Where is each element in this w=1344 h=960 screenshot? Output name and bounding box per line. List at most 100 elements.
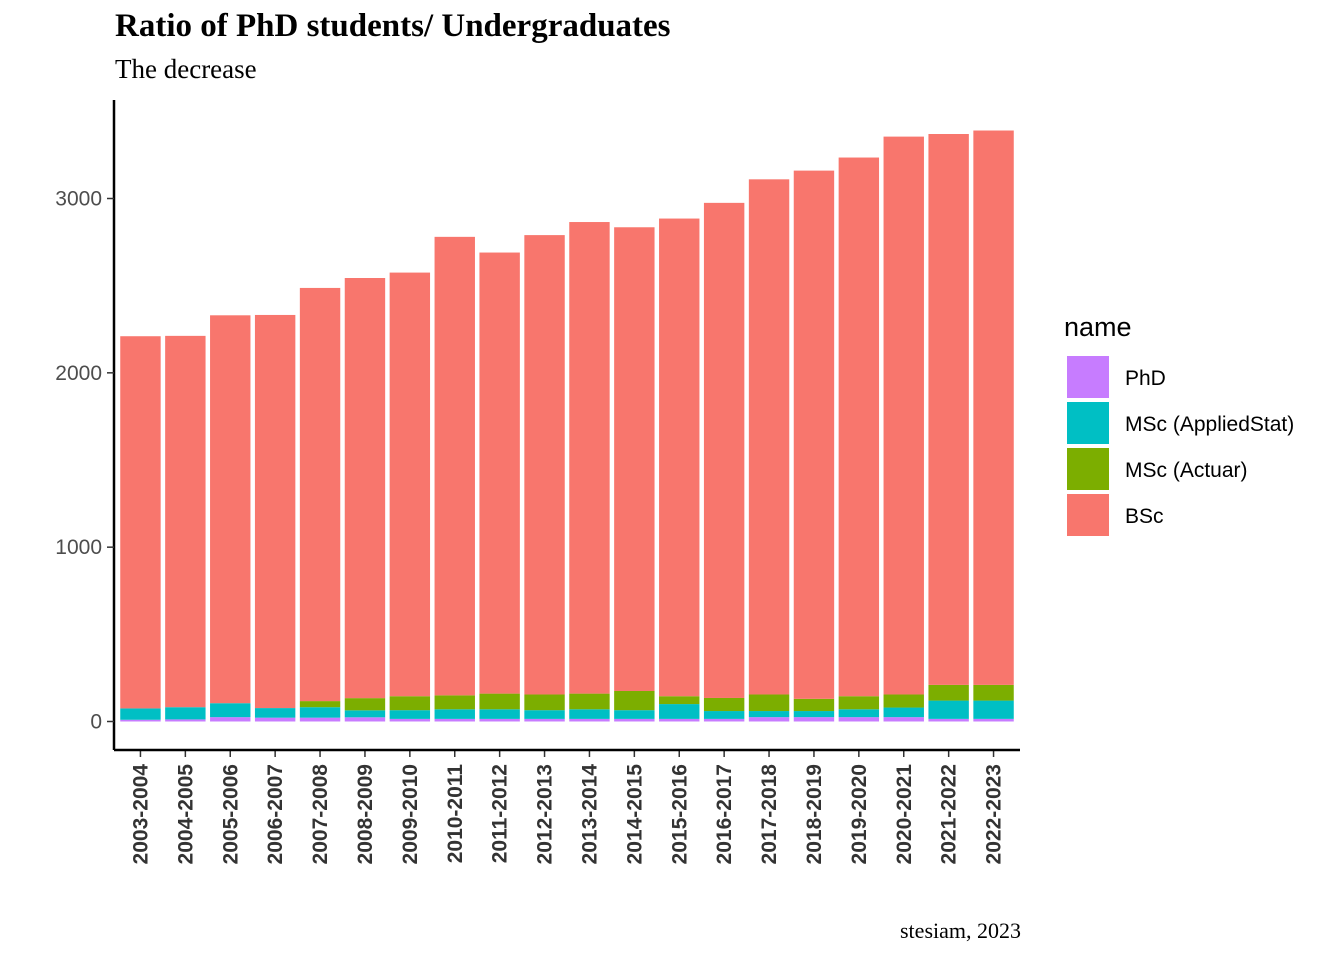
bar-msc-appliedstat-2021-2022 <box>928 700 969 719</box>
chart-subtitle: The decrease <box>115 54 257 84</box>
bar-msc-appliedstat-2004-2005 <box>165 707 206 720</box>
bar-bsc-2022-2023 <box>973 130 1014 685</box>
bar-msc-appliedstat-2017-2018 <box>748 711 790 718</box>
bar-phd-2017-2018 <box>748 717 790 722</box>
x-tick-label: 2021-2022 <box>938 764 961 864</box>
legend-label: MSc (AppliedStat) <box>1125 413 1294 436</box>
legend-label: BSc <box>1125 505 1164 528</box>
x-tick-label: 2007-2008 <box>309 764 332 865</box>
bar-bsc-2006-2007 <box>254 314 296 709</box>
x-tick-label: 2013-2014 <box>578 764 601 865</box>
x-tick-label: 2003-2004 <box>129 764 152 865</box>
bar-bsc-2012-2013 <box>524 235 565 695</box>
bar-phd-2018-2019 <box>793 717 835 722</box>
legend-swatch-msc-actuar <box>1067 448 1109 490</box>
bar-msc-actuar-2012-2013 <box>524 694 565 711</box>
bar-msc-appliedstat-2011-2012 <box>479 709 520 719</box>
bar-msc-actuar-2019-2020 <box>838 696 880 710</box>
bar-msc-appliedstat-2015-2016 <box>659 704 700 719</box>
bar-phd-2008-2009 <box>344 717 386 722</box>
bar-phd-2022-2023 <box>973 718 1014 722</box>
bar-msc-actuar-2017-2018 <box>748 694 790 712</box>
bar-phd-2004-2005 <box>165 719 206 722</box>
bar-msc-actuar-2015-2016 <box>659 696 700 705</box>
bar-bsc-2010-2011 <box>434 236 475 696</box>
y-tick-label: 0 <box>90 711 102 734</box>
bar-msc-actuar-2009-2010 <box>389 696 431 711</box>
bar-msc-actuar-2021-2022 <box>928 684 969 701</box>
bar-phd-2020-2021 <box>883 717 924 722</box>
legend-label: PhD <box>1125 367 1166 390</box>
bar-msc-appliedstat-2013-2014 <box>569 709 610 719</box>
bar-msc-appliedstat-2010-2011 <box>434 709 475 719</box>
bar-msc-actuar-2013-2014 <box>569 693 610 710</box>
bar-phd-2013-2014 <box>569 718 610 722</box>
bar-phd-2015-2016 <box>659 718 700 722</box>
x-tick-label: 2006-2007 <box>264 764 287 864</box>
bar-bsc-2008-2009 <box>344 278 386 699</box>
bar-bsc-2021-2022 <box>928 134 969 685</box>
x-tick-label: 2018-2019 <box>803 764 826 864</box>
x-tick-label: 2015-2016 <box>668 764 691 864</box>
bar-bsc-2018-2019 <box>793 170 835 699</box>
bar-msc-actuar-2007-2008 <box>299 701 341 708</box>
bar-bsc-2009-2010 <box>389 272 431 697</box>
legend-swatch-phd <box>1067 356 1109 398</box>
bar-msc-actuar-2011-2012 <box>479 693 520 710</box>
bar-bsc-2013-2014 <box>569 222 610 694</box>
x-tick-label: 2009-2010 <box>399 764 422 864</box>
bar-bsc-2015-2016 <box>659 218 700 697</box>
x-tick-label: 2011-2012 <box>489 764 512 863</box>
bar-msc-appliedstat-2008-2009 <box>344 710 386 718</box>
x-tick-label: 2020-2021 <box>893 764 916 865</box>
bar-msc-appliedstat-2014-2015 <box>614 710 655 719</box>
bar-msc-appliedstat-2012-2013 <box>524 710 565 719</box>
bar-msc-appliedstat-2019-2020 <box>838 709 880 718</box>
bar-msc-actuar-2014-2015 <box>614 690 655 711</box>
x-tick-label: 2008-2009 <box>354 764 377 864</box>
x-tick-label: 2017-2018 <box>758 764 781 865</box>
bar-bsc-2016-2017 <box>703 202 745 698</box>
bar-phd-2019-2020 <box>838 717 880 722</box>
bar-phd-2007-2008 <box>299 717 341 722</box>
chart-title: Ratio of PhD students/ Undergraduates <box>115 8 671 44</box>
y-tick-label: 1000 <box>55 536 102 559</box>
bar-phd-2009-2010 <box>389 718 431 722</box>
chart-caption: stesiam, 2023 <box>900 918 1021 943</box>
bar-phd-2016-2017 <box>703 718 745 722</box>
y-tick-label: 3000 <box>55 188 102 211</box>
bar-bsc-2019-2020 <box>838 157 880 697</box>
y-tick-label: 2000 <box>55 362 102 385</box>
bar-msc-appliedstat-2020-2021 <box>883 707 924 718</box>
x-tick-label: 2019-2020 <box>848 764 871 864</box>
bar-phd-2010-2011 <box>434 718 475 722</box>
bar-msc-actuar-2022-2023 <box>973 684 1014 701</box>
x-tick-label: 2014-2015 <box>623 764 646 865</box>
bar-bsc-2003-2004 <box>120 336 161 709</box>
bar-phd-2021-2022 <box>928 718 969 722</box>
x-tick-label: 2016-2017 <box>713 764 736 864</box>
legend-swatch-bsc <box>1067 494 1109 536</box>
bar-msc-appliedstat-2009-2010 <box>389 710 431 719</box>
bar-bsc-2004-2005 <box>165 335 206 708</box>
legend-label: MSc (Actuar) <box>1125 459 1248 482</box>
bar-bsc-2005-2006 <box>210 315 251 704</box>
bar-phd-2005-2006 <box>210 717 251 722</box>
x-tick-label: 2005-2006 <box>219 764 242 864</box>
x-tick-label: 2004-2005 <box>174 764 197 865</box>
x-tick-label: 2022-2023 <box>983 764 1006 864</box>
bar-msc-actuar-2020-2021 <box>883 694 924 708</box>
bar-msc-appliedstat-2022-2023 <box>973 700 1014 719</box>
bar-phd-2003-2004 <box>120 719 161 722</box>
bar-msc-appliedstat-2006-2007 <box>254 708 296 718</box>
bar-msc-actuar-2010-2011 <box>434 695 475 710</box>
bar-phd-2014-2015 <box>614 718 655 722</box>
bar-msc-actuar-2008-2009 <box>344 698 386 711</box>
bar-msc-actuar-2016-2017 <box>703 697 745 712</box>
bar-bsc-2017-2018 <box>748 179 790 695</box>
bar-bsc-2007-2008 <box>299 287 341 702</box>
bar-bsc-2014-2015 <box>614 227 655 691</box>
bar-msc-actuar-2018-2019 <box>793 698 835 712</box>
bar-phd-2011-2012 <box>479 718 520 722</box>
